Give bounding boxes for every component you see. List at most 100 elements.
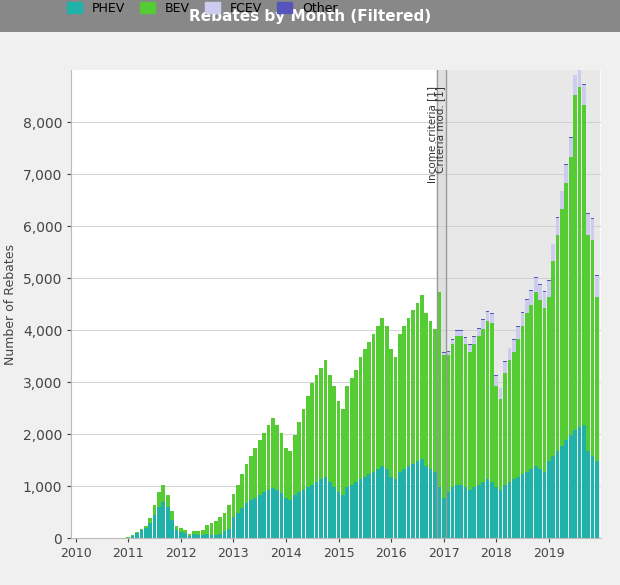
Bar (284, 448, 288, 498)
Bar (564, 183, 568, 441)
Bar (153, 505, 156, 515)
Bar (241, 508, 244, 538)
Bar (560, 446, 564, 538)
Bar (516, 477, 520, 538)
Bar (218, 534, 222, 538)
Bar (503, 484, 507, 538)
Bar (529, 469, 533, 538)
Bar (245, 503, 249, 538)
Bar (508, 349, 512, 360)
Bar (578, 66, 582, 67)
Bar (459, 336, 463, 484)
Bar (424, 466, 428, 538)
Bar (227, 529, 231, 538)
Bar (542, 291, 546, 292)
Bar (451, 339, 454, 340)
Bar (438, 487, 441, 538)
Bar (477, 336, 481, 484)
Bar (297, 422, 301, 493)
Bar (472, 336, 476, 337)
Bar (529, 290, 533, 291)
Bar (420, 459, 423, 538)
Bar (262, 493, 266, 538)
Bar (407, 466, 410, 538)
Bar (358, 357, 362, 480)
Bar (587, 235, 590, 451)
Bar (472, 344, 476, 487)
Bar (315, 482, 319, 538)
Bar (560, 191, 564, 209)
Bar (512, 352, 516, 480)
Bar (582, 84, 586, 85)
Bar (574, 74, 577, 75)
Bar (223, 531, 226, 538)
Bar (525, 313, 529, 472)
Bar (140, 529, 143, 531)
Bar (574, 75, 577, 95)
Bar (148, 522, 152, 538)
Bar (547, 297, 551, 461)
Bar (547, 281, 551, 297)
Bar (420, 295, 423, 459)
Bar (394, 357, 397, 480)
Bar (525, 300, 529, 313)
Bar (468, 490, 472, 538)
Bar (498, 388, 502, 399)
Bar (591, 218, 595, 219)
Bar (512, 339, 516, 340)
Bar (485, 312, 489, 321)
Bar (280, 493, 283, 538)
Bar (267, 425, 270, 490)
Bar (223, 512, 226, 531)
Bar (498, 490, 502, 538)
Bar (534, 278, 538, 292)
Bar (468, 345, 472, 352)
Bar (508, 482, 512, 538)
Bar (205, 525, 209, 534)
Bar (578, 87, 582, 428)
Bar (275, 490, 279, 538)
Bar (157, 507, 161, 538)
Bar (179, 532, 183, 538)
Bar (464, 337, 467, 338)
Bar (175, 526, 179, 531)
Bar (525, 299, 529, 300)
Bar (587, 451, 590, 538)
Bar (415, 461, 419, 538)
Bar (293, 495, 296, 538)
Bar (389, 349, 393, 477)
Bar (538, 284, 542, 285)
Bar (179, 528, 183, 532)
Legend: PHEV, BEV, FCEV, Other: PHEV, BEV, FCEV, Other (67, 2, 338, 15)
Bar (560, 209, 564, 446)
Bar (407, 318, 410, 466)
Bar (556, 451, 559, 538)
Bar (459, 331, 463, 336)
Bar (166, 495, 169, 507)
Bar (345, 487, 349, 538)
Bar (569, 137, 573, 138)
Bar (398, 472, 402, 538)
Bar (569, 157, 573, 435)
Bar (578, 428, 582, 538)
Bar (363, 349, 366, 477)
Bar (569, 435, 573, 538)
Bar (249, 500, 253, 538)
Bar (175, 531, 179, 538)
Bar (144, 526, 148, 528)
Bar (231, 517, 235, 538)
Bar (437, 70, 446, 538)
Bar (472, 487, 476, 538)
Bar (582, 425, 586, 538)
Bar (350, 378, 353, 484)
Bar (556, 235, 559, 451)
Bar (578, 67, 582, 87)
Bar (508, 360, 512, 482)
Bar (258, 441, 262, 495)
Bar (262, 433, 266, 493)
Bar (529, 305, 533, 469)
Bar (459, 484, 463, 538)
Bar (201, 530, 205, 535)
Bar (481, 319, 485, 321)
Bar (446, 70, 599, 538)
